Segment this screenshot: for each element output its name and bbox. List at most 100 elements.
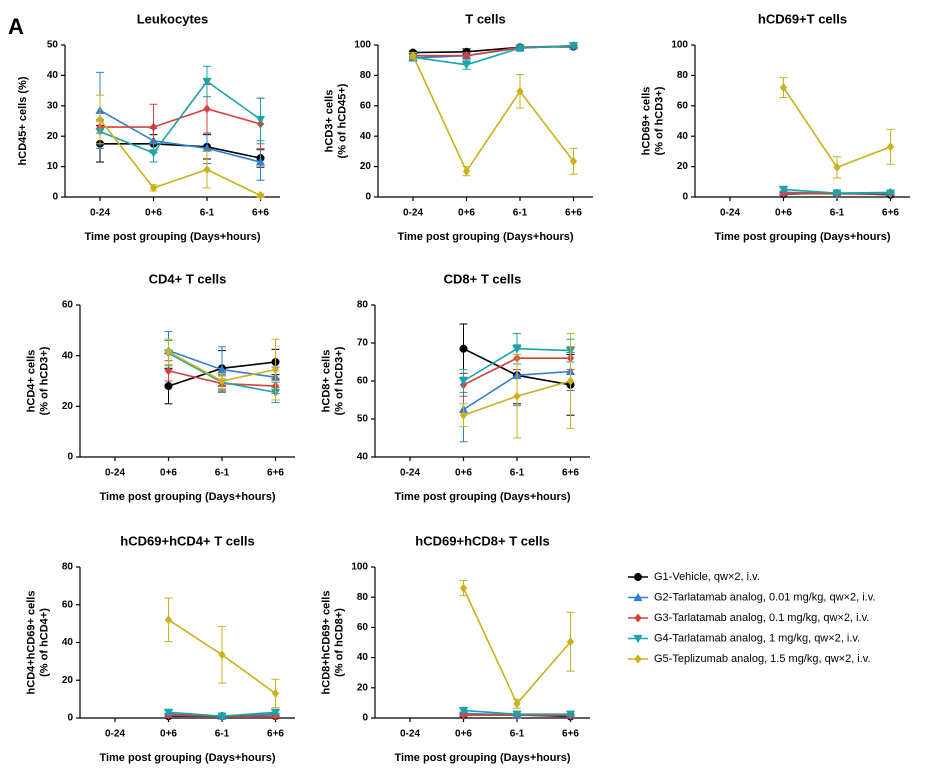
marker xyxy=(634,654,642,664)
marker xyxy=(459,344,468,353)
x-tick-label: 6+6 xyxy=(252,208,269,219)
marker xyxy=(164,366,173,376)
marker xyxy=(149,122,158,132)
series-line xyxy=(782,87,891,169)
marker xyxy=(833,162,841,172)
x-tick-label: 0-24 xyxy=(105,729,125,740)
y-tick-label: 70 xyxy=(357,338,369,349)
marker xyxy=(202,77,212,87)
chart-title: hCD69+hCD4+ T cells xyxy=(120,533,254,548)
y-tick-label: 0 xyxy=(362,713,368,724)
x-tick-label: 0-24 xyxy=(403,208,423,219)
y-tick-label: 0 xyxy=(67,713,73,724)
marker xyxy=(163,708,174,718)
marker xyxy=(148,149,159,158)
chart-title: CD8+ T cells xyxy=(444,271,522,286)
x-axis-label: Time post grouping (Days+hours) xyxy=(394,752,570,764)
y-tick-label: 50 xyxy=(47,40,59,51)
marker xyxy=(566,637,575,647)
x-tick-label: 6+6 xyxy=(565,208,582,219)
y-axis-label: hCD4+hCD69+ cells xyxy=(25,591,37,695)
marker xyxy=(513,699,521,709)
x-axis-label: Time post grouping (Days+hours) xyxy=(99,752,275,764)
x-tick-label: 6-1 xyxy=(215,729,230,740)
legend-label: G1-Vehicle, qw×2, i.v. xyxy=(654,571,760,583)
marker xyxy=(458,706,469,716)
series-line xyxy=(99,80,261,154)
y-tick-label: 100 xyxy=(351,562,368,573)
y-tick-label: 60 xyxy=(62,599,74,610)
y-axis-label: hCD4+ cells xyxy=(25,350,37,413)
marker xyxy=(633,634,643,644)
x-tick-label: 0+6 xyxy=(455,729,472,740)
marker xyxy=(462,166,471,176)
chart-title: CD4+ T cells xyxy=(149,271,227,286)
marker xyxy=(270,708,281,718)
marker xyxy=(779,82,788,93)
chart-title: T cells xyxy=(465,11,505,26)
y-tick-label: 80 xyxy=(360,70,372,81)
y-tick-label: 100 xyxy=(354,40,371,51)
marker xyxy=(778,185,789,195)
x-tick-label: 6-1 xyxy=(830,208,845,219)
y-axis-label: (% of hCD3+) xyxy=(38,346,50,415)
x-axis-label: Time post grouping (Days+hours) xyxy=(394,491,570,503)
y-tick-label: 30 xyxy=(47,100,59,111)
y-axis-label: hCD45+ cells (%) xyxy=(17,76,29,165)
marker xyxy=(164,615,173,625)
y-tick-label: 80 xyxy=(357,592,369,603)
marker xyxy=(203,165,211,175)
marker xyxy=(255,115,266,125)
chart-title: hCD69+T cells xyxy=(758,11,847,26)
x-tick-label: 6-1 xyxy=(510,729,525,740)
y-axis-label: hCD8+ cells xyxy=(320,350,332,413)
x-tick-label: 6-1 xyxy=(513,208,528,219)
series-line xyxy=(99,109,261,163)
y-tick-label: 100 xyxy=(671,40,688,51)
marker xyxy=(634,613,642,623)
panel-label: A xyxy=(8,14,24,39)
y-tick-label: 40 xyxy=(360,131,372,142)
marker xyxy=(218,650,226,660)
y-tick-label: 20 xyxy=(62,675,74,686)
y-tick-label: 60 xyxy=(357,622,369,633)
marker xyxy=(218,376,226,386)
marker xyxy=(513,391,521,401)
x-tick-label: 0-24 xyxy=(400,729,420,740)
y-axis-label: hCD8+hCD69+ cells xyxy=(320,591,332,695)
y-tick-label: 20 xyxy=(677,161,689,172)
legend-label: G2-Tarlatamab analog, 0.01 mg/kg, qw×2, … xyxy=(654,591,875,603)
x-axis-label: Time post grouping (Days+hours) xyxy=(397,231,573,243)
y-tick-label: 20 xyxy=(360,161,372,172)
marker xyxy=(633,592,643,602)
marker xyxy=(271,364,280,375)
x-axis-label: Time post grouping (Days+hours) xyxy=(714,231,890,243)
y-tick-label: 40 xyxy=(677,131,689,142)
x-axis-label: Time post grouping (Days+hours) xyxy=(84,231,260,243)
marker xyxy=(409,51,417,61)
y-tick-label: 10 xyxy=(47,161,59,172)
y-axis-label: (% of hCD8+) xyxy=(333,608,345,677)
series-line xyxy=(412,55,575,173)
marker xyxy=(885,189,896,198)
marker xyxy=(568,42,579,51)
marker xyxy=(886,142,895,152)
x-tick-label: 0+6 xyxy=(775,208,792,219)
y-tick-label: 40 xyxy=(62,350,74,361)
x-tick-label: 0-24 xyxy=(720,208,740,219)
y-tick-label: 20 xyxy=(47,131,59,142)
y-tick-label: 40 xyxy=(357,652,369,663)
x-tick-label: 6-1 xyxy=(510,468,525,479)
marker xyxy=(164,382,173,391)
x-tick-label: 6+6 xyxy=(562,729,579,740)
marker xyxy=(832,189,842,198)
y-axis-label: (% of hCD3+) xyxy=(333,346,345,415)
marker xyxy=(565,710,576,719)
marker xyxy=(461,61,472,70)
y-tick-label: 40 xyxy=(47,70,59,81)
x-tick-label: 0+6 xyxy=(145,208,162,219)
y-tick-label: 60 xyxy=(62,300,74,311)
x-tick-label: 6+6 xyxy=(267,729,284,740)
series-line xyxy=(99,118,261,197)
